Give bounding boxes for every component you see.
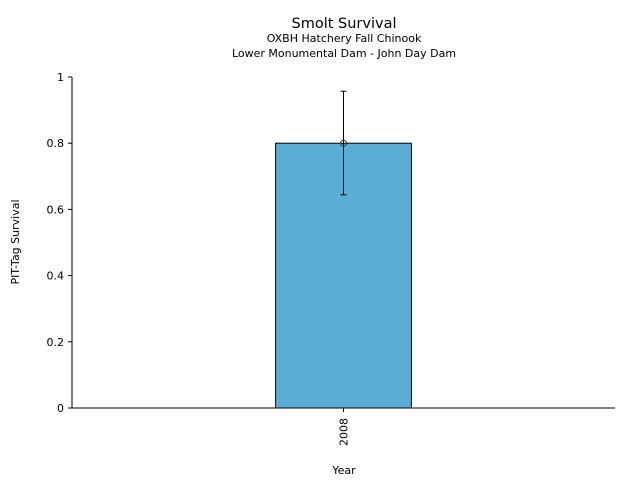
- y-tick-label: 0: [57, 402, 64, 415]
- chart-subtitle-line-1: OXBH Hatchery Fall Chinook: [267, 32, 422, 45]
- y-tick-label: 0.2: [47, 336, 65, 349]
- chart-title: Smolt Survival: [292, 16, 397, 32]
- y-tick-label: 0.4: [47, 270, 65, 283]
- x-tick-label: 2008: [338, 418, 351, 446]
- y-tick-label: 0.8: [47, 137, 65, 150]
- y-axis-label: PIT-Tag Survival: [9, 199, 22, 284]
- y-tick-label: 1: [57, 71, 64, 84]
- x-axis-label: Year: [331, 464, 356, 477]
- chart-subtitle-line-2: Lower Monumental Dam - John Day Dam: [232, 47, 456, 60]
- y-tick-label: 0.6: [47, 203, 65, 216]
- point-marker-2008: [340, 139, 347, 147]
